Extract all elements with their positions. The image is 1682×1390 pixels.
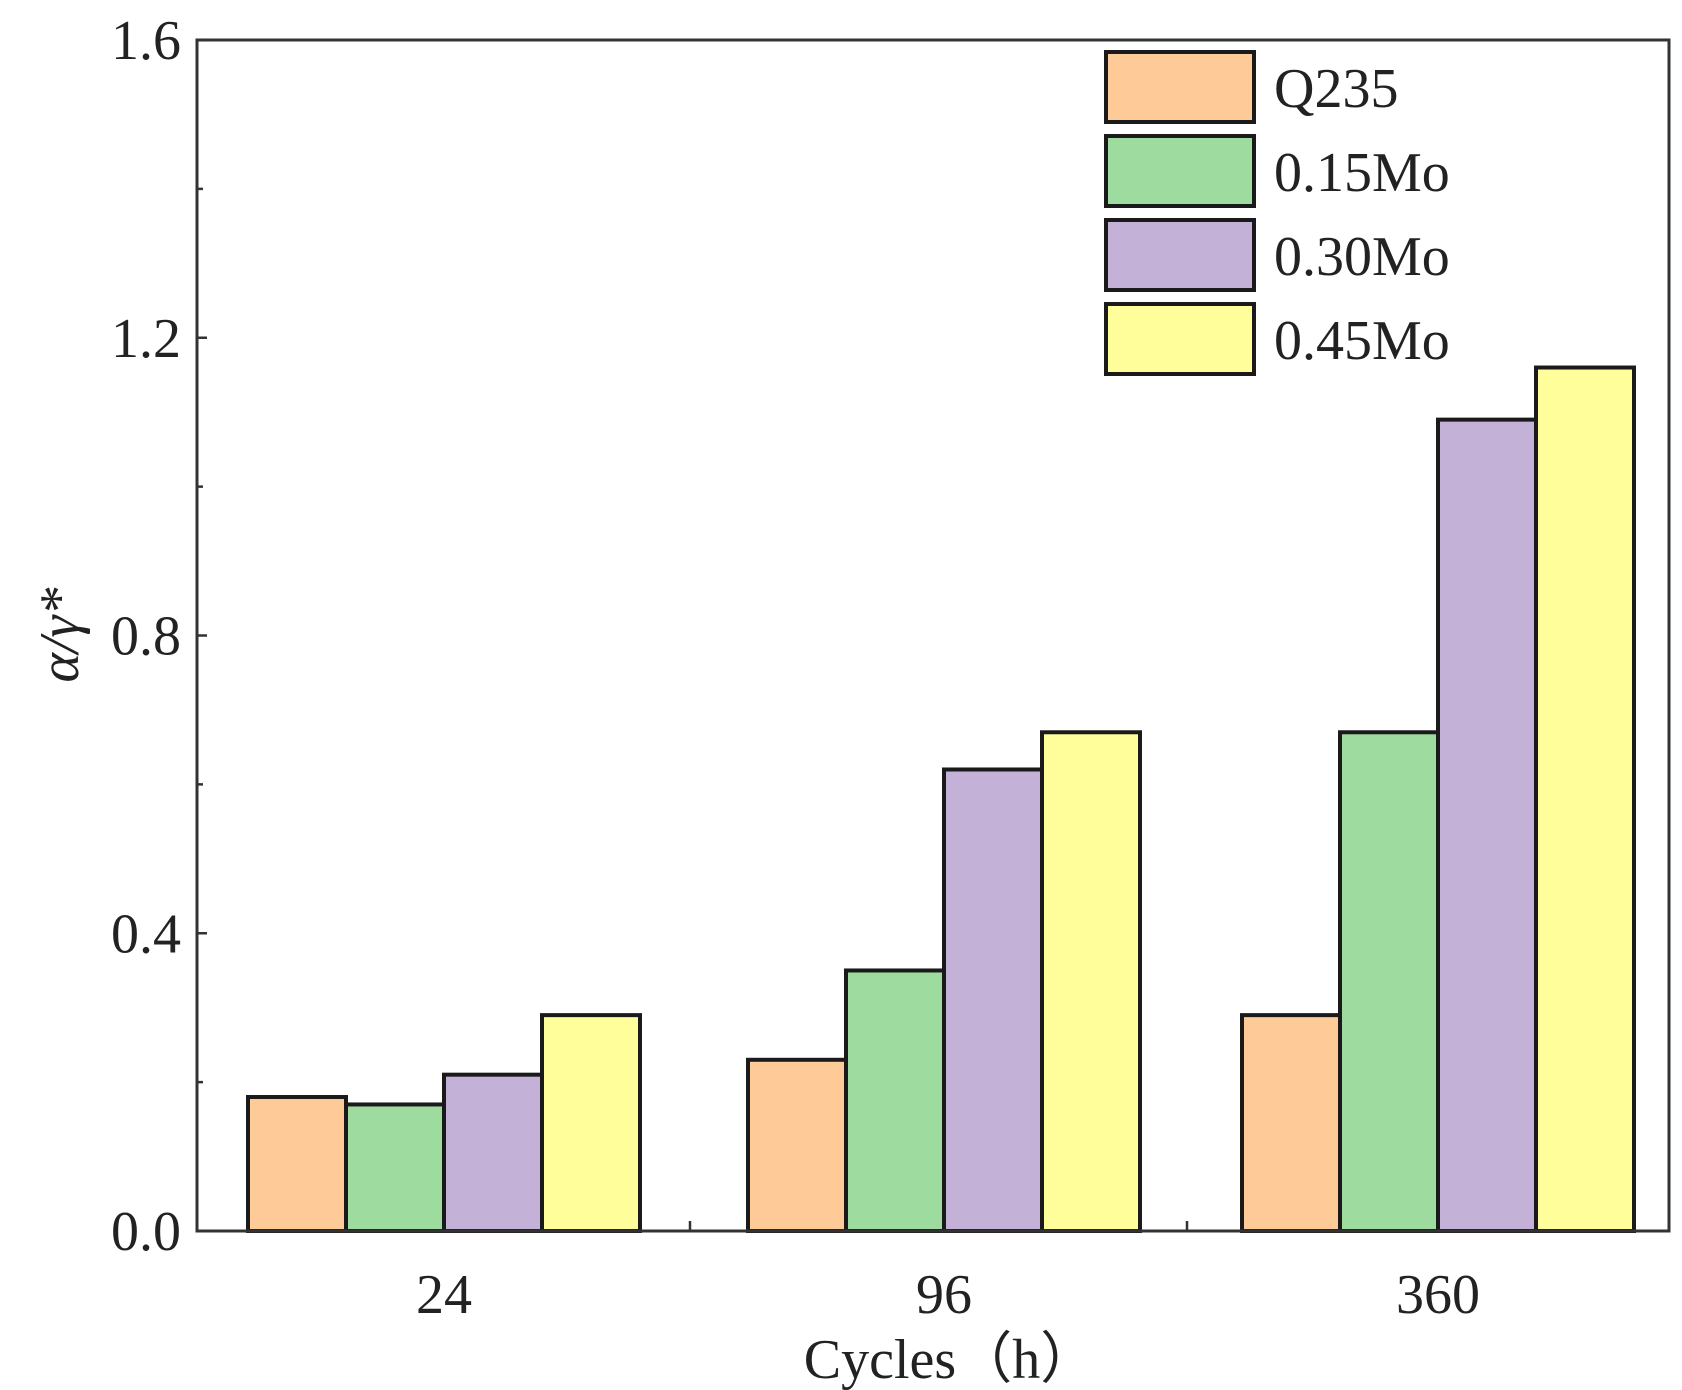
bars-layer: [246, 365, 1636, 1234]
y-tick-label: 1.2: [111, 308, 181, 370]
bar-030mo-96: [942, 767, 1044, 1233]
legend: Q235 0.15Mo 0.30Mo 0.45Mo: [1104, 50, 1450, 376]
legend-label: 0.45Mo: [1274, 310, 1450, 372]
bar-045mo-360: [1534, 365, 1636, 1233]
legend-label: 0.30Mo: [1274, 226, 1450, 288]
y-axis-title: α/γ*: [29, 587, 91, 682]
x-tick-label: 24: [416, 1264, 472, 1326]
x-axis-title: Cycles（h）: [804, 1329, 1096, 1390]
x-tick-label: 360: [1396, 1264, 1480, 1326]
y-tick-label: 0.8: [111, 606, 181, 668]
x-axis: 24 96 360: [416, 1221, 1480, 1326]
bar-045mo-24: [540, 1013, 642, 1233]
bar-q235-360: [1240, 1013, 1342, 1233]
y-axis: 0.0 0.4 0.8 1.2 1.6: [111, 10, 207, 1263]
y-tick-label: 0.0: [111, 1201, 181, 1263]
bar-015mo-24: [344, 1102, 446, 1234]
x-tick-label: 96: [916, 1264, 972, 1326]
y-tick-label: 0.4: [111, 903, 181, 965]
bar-015mo-96: [844, 968, 946, 1233]
bar-q235-96: [746, 1057, 848, 1233]
legend-label: Q235: [1274, 58, 1398, 120]
legend-swatch-030mo: [1104, 218, 1256, 292]
bar-015mo-360: [1338, 730, 1440, 1233]
bar-030mo-24: [442, 1072, 544, 1234]
legend-swatch-045mo: [1104, 302, 1256, 376]
legend-label: 0.15Mo: [1274, 142, 1450, 204]
bar-q235-24: [246, 1095, 348, 1233]
legend-swatch-q235: [1104, 50, 1256, 124]
y-tick-label: 1.6: [111, 10, 181, 72]
legend-swatch-015mo: [1104, 134, 1256, 208]
bar-045mo-96: [1040, 730, 1142, 1233]
bar-030mo-360: [1436, 417, 1538, 1234]
